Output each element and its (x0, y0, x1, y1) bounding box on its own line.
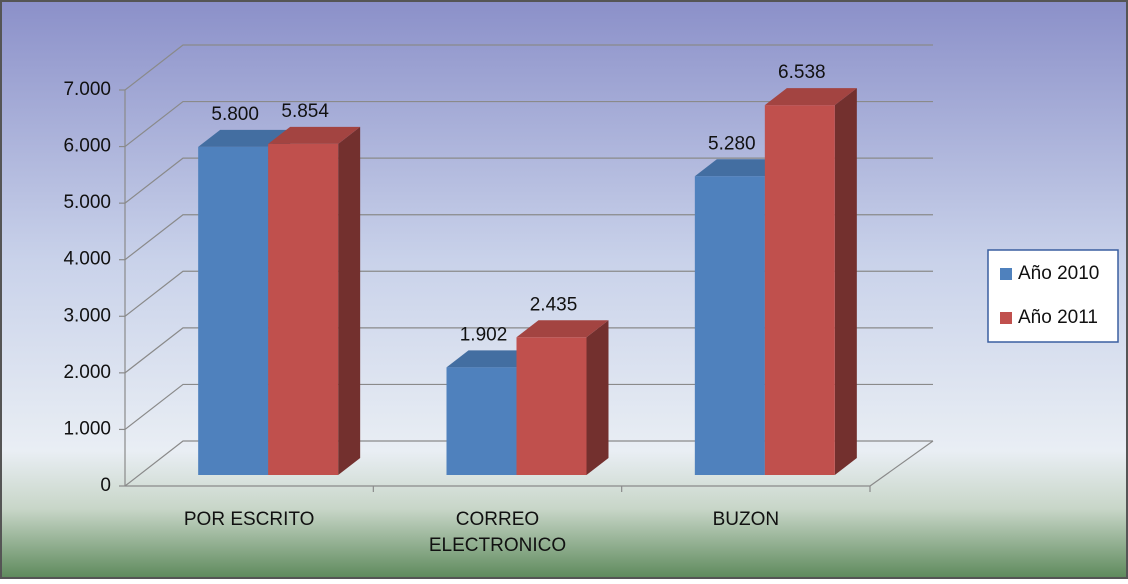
bar (764, 88, 857, 476)
bar-top (764, 88, 857, 106)
y-tick-label: 2.000 (63, 362, 111, 383)
grid-line (124, 383, 933, 430)
y-tick-label: 4.000 (63, 249, 111, 270)
legend-box (987, 249, 1119, 343)
grid-line (124, 214, 933, 261)
bar-front (694, 176, 765, 475)
bar-front (198, 146, 269, 475)
bar (516, 320, 609, 475)
bar-top (198, 129, 291, 147)
y-tick-label: 7.000 (63, 79, 111, 100)
value-label: 1.902 (460, 324, 508, 345)
x-tick-label: POR ESCRITO (184, 509, 315, 530)
bar-top (268, 126, 361, 144)
bar-side (338, 126, 361, 475)
grid-line (124, 157, 933, 204)
legend-label: Año 2010 (1018, 263, 1099, 284)
bar (268, 126, 361, 475)
value-label: 5.854 (281, 101, 329, 122)
grid-line (124, 327, 933, 374)
grid-line (124, 440, 933, 487)
bar-side (834, 88, 857, 476)
y-tick-label: 1.000 (63, 418, 111, 439)
y-tick-label: 0 (100, 475, 111, 496)
bar-front (516, 337, 587, 475)
x-tick-label: BUZON (713, 509, 780, 530)
grid-line (124, 100, 933, 148)
y-tick-label: 5.000 (63, 192, 111, 213)
bar-top (516, 320, 609, 338)
value-label: 6.538 (778, 62, 826, 83)
grid-line (124, 44, 933, 91)
value-label: 5.800 (211, 104, 259, 125)
x-tick-label: CORREO ELECTRONICO (429, 509, 566, 556)
legend-swatch (1000, 312, 1012, 324)
y-tick-label: 6.000 (63, 136, 111, 157)
bar-top (446, 350, 539, 368)
legend-swatch (1000, 268, 1012, 280)
bar-front (764, 105, 835, 476)
grid-line (124, 270, 933, 317)
bar-top (694, 159, 787, 177)
value-label: 5.280 (708, 133, 756, 154)
y-tick-label: 3.000 (63, 305, 111, 326)
value-label: 2.435 (530, 294, 578, 315)
bar-front (268, 143, 339, 475)
bar-side (586, 320, 609, 475)
bar-front (446, 367, 517, 475)
legend-label: Año 2011 (1018, 307, 1098, 328)
